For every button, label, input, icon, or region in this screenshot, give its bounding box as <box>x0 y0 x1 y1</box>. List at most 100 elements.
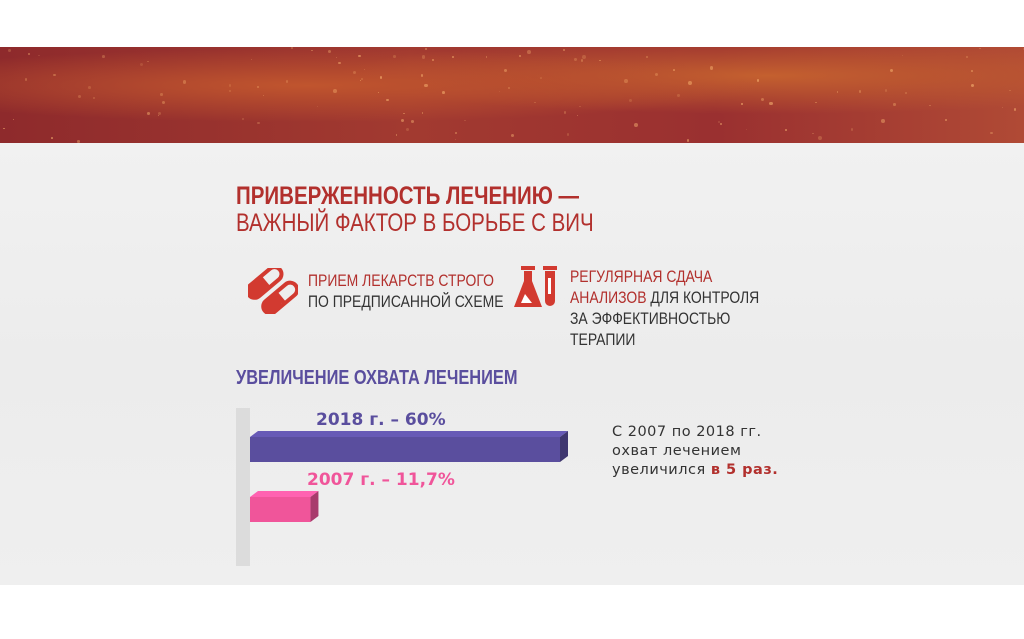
item-text: ТЕРАПИИ <box>570 330 636 349</box>
sparkle <box>242 118 245 121</box>
sparkle <box>990 132 993 135</box>
sparkle <box>836 91 839 94</box>
sparkle <box>451 55 455 59</box>
sparkle <box>979 47 982 50</box>
sparkle <box>563 111 566 114</box>
item-text: ПО ПРЕДПИСАННОЙ СХЕМЕ <box>308 292 504 311</box>
sparkle <box>251 58 253 60</box>
sparkle <box>645 55 648 58</box>
sparkle <box>411 119 415 123</box>
sparkle <box>400 119 404 122</box>
sparkle <box>160 93 163 96</box>
sparkle <box>422 112 424 114</box>
sparkle <box>905 92 908 94</box>
sparkle <box>769 101 773 106</box>
item-text: РЕГУЛЯРНАЯ СДАЧА <box>570 267 713 286</box>
sparkle <box>540 77 542 79</box>
sparkle <box>51 137 53 139</box>
sparkle <box>358 54 361 57</box>
sparkle <box>634 122 638 127</box>
lab-flask-icon <box>514 266 557 307</box>
sparkle <box>929 104 932 107</box>
item-medication: ПРИЕМ ЛЕКАРСТВ СТРОГО ПО ПРЕДПИСАННОЙ СХ… <box>308 270 546 312</box>
sparkle <box>534 101 537 104</box>
sparkle <box>78 94 82 98</box>
note-line: охват лечением <box>612 443 742 459</box>
sparkle <box>562 48 565 51</box>
sparkle <box>352 70 357 75</box>
sparkle <box>485 55 488 58</box>
sparkle <box>971 70 974 72</box>
sparkle <box>161 100 165 104</box>
bar-top <box>250 431 568 437</box>
sparkle <box>379 75 383 79</box>
slide-panel <box>0 143 1024 585</box>
sparkle <box>673 69 675 71</box>
sparkle <box>717 120 720 123</box>
sparkle <box>3 127 5 130</box>
summary-note: С 2007 по 2018 гг. охват лечением увелич… <box>612 423 778 480</box>
sparkle <box>311 49 313 52</box>
sparkle <box>881 118 885 123</box>
sparkle <box>361 77 363 80</box>
sparkle <box>424 47 428 51</box>
sparkle <box>599 59 602 62</box>
sparkle <box>317 106 319 108</box>
chart-title: УВЕЛИЧЕНИЕ ОХВАТА ЛЕЧЕНИЕМ <box>236 367 579 390</box>
sparkle <box>970 83 975 88</box>
sparkle <box>756 79 759 82</box>
sparkle <box>441 91 445 95</box>
sparkle <box>815 101 817 104</box>
sparkle <box>403 112 405 115</box>
sparkle <box>256 85 260 89</box>
sparkle <box>182 80 187 84</box>
item-text: ЗА ЭФФЕКТИВНОСТЬЮ <box>570 309 731 328</box>
data-label-2007: 2007 г. – 11,7% <box>307 470 455 490</box>
slide-title: ПРИВЕРЖЕННОСТЬ ЛЕЧЕНИЮ — ВАЖНЫЙ ФАКТОР В… <box>236 183 672 237</box>
sparkle <box>965 55 969 59</box>
sparkle <box>405 127 409 131</box>
bar-side <box>560 431 568 462</box>
sparkle <box>327 49 331 53</box>
sparkle <box>13 118 15 121</box>
sparkle <box>518 54 521 57</box>
item-text: ДЛЯ КОНТРОЛЯ <box>646 288 760 307</box>
note-line: С 2007 по 2018 гг. <box>612 424 762 440</box>
sparkle <box>157 111 161 115</box>
data-label-2018: 2018 г. – 60% <box>316 410 446 430</box>
sparkle <box>850 127 854 131</box>
sparkle <box>424 83 428 88</box>
sparkle <box>709 66 713 70</box>
header-banner <box>0 47 1024 143</box>
sparkle <box>229 90 231 92</box>
sparkle <box>498 91 500 93</box>
sparkle <box>139 62 144 67</box>
sparkle <box>338 61 341 65</box>
sparkle <box>745 128 748 131</box>
sparkle <box>1009 89 1011 92</box>
sparkle <box>88 85 92 89</box>
bar-top <box>250 491 319 497</box>
sparkle <box>582 55 586 59</box>
sparkle <box>386 98 389 102</box>
sparkle <box>101 55 105 59</box>
sparkle <box>257 122 260 125</box>
sparkle <box>1022 48 1024 51</box>
sparkle <box>510 134 514 137</box>
sparkle <box>890 69 894 73</box>
sparkle <box>508 87 510 89</box>
sparkle <box>53 73 56 77</box>
title-line-2: ВАЖНЫЙ ФАКТОР В БОРЬБЕ С ВИЧ <box>236 209 594 237</box>
sparkle <box>1001 106 1003 108</box>
sparkle <box>158 114 160 116</box>
sparkle <box>464 119 466 121</box>
bar-front <box>250 497 311 522</box>
sparkle <box>454 131 458 135</box>
sparkle <box>360 80 362 82</box>
sparkle <box>38 54 40 57</box>
sparkle <box>454 138 457 141</box>
sparkle <box>395 133 398 136</box>
sparkle <box>893 103 896 106</box>
item-tests: РЕГУЛЯРНАЯ СДАЧА АНАЛИЗОВ ДЛЯ КОНТРОЛЯ З… <box>570 266 801 350</box>
